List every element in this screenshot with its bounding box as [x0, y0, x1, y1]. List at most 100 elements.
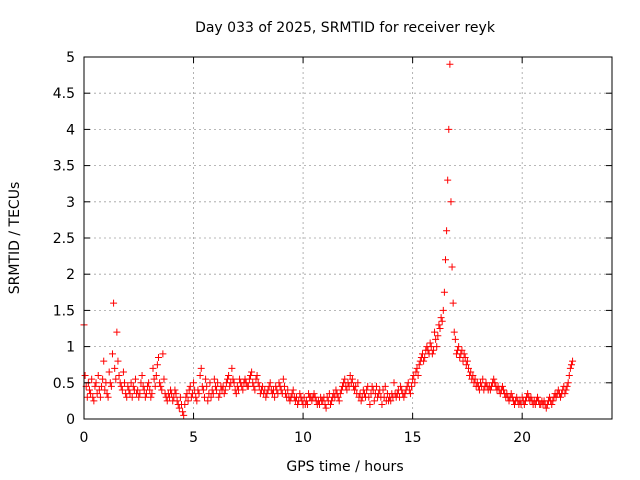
data-point [226, 382, 234, 390]
data-point [156, 379, 164, 387]
data-point [90, 397, 98, 405]
data-point [214, 379, 222, 387]
data-point [173, 397, 181, 405]
data-point [431, 328, 439, 336]
data-point [135, 393, 143, 401]
data-point [565, 372, 573, 380]
data-point [103, 390, 111, 398]
data-point [343, 386, 351, 394]
data-point [443, 227, 451, 235]
data-point [563, 382, 571, 390]
data-point [428, 350, 436, 358]
data-point [549, 397, 557, 405]
data-point [534, 393, 542, 401]
data-point [242, 379, 250, 387]
data-point [387, 397, 395, 405]
data-point [228, 364, 236, 372]
data-point [369, 386, 377, 394]
y-tick-label: 3 [66, 195, 75, 211]
y-tick-labels: 0 0.5 1 1.5 2 2.5 3 3.5 4 4.5 5 [53, 50, 75, 428]
data-point [209, 390, 217, 398]
data-point [121, 379, 129, 387]
data-point [370, 397, 378, 405]
data-point [134, 386, 142, 394]
data-point [366, 401, 374, 409]
data-point [89, 393, 97, 401]
data-point [184, 397, 192, 405]
x-tick-label: 10 [294, 430, 312, 446]
data-point [126, 390, 134, 398]
data-point [564, 379, 572, 387]
data-point [204, 397, 212, 405]
y-tick-label: 2.5 [53, 231, 75, 247]
data-point [152, 372, 160, 380]
x-tick-label: 15 [404, 430, 422, 446]
data-point [138, 372, 146, 380]
data-point [328, 397, 336, 405]
grid-lines [84, 57, 612, 419]
data-point [225, 372, 233, 380]
data-point [145, 379, 153, 387]
data-point [101, 386, 109, 394]
data-point [404, 379, 412, 387]
data-point [288, 390, 296, 398]
data-point [207, 393, 215, 401]
data-point [150, 375, 158, 383]
data-point [569, 357, 577, 365]
data-point [114, 357, 122, 365]
data-point [179, 408, 187, 416]
data-point [110, 299, 118, 307]
data-point [172, 390, 180, 398]
data-point [265, 382, 273, 390]
data-point [397, 382, 405, 390]
data-point [440, 288, 448, 296]
data-point [336, 390, 344, 398]
data-point [232, 390, 240, 398]
data-point [351, 386, 359, 394]
data-point [448, 263, 456, 271]
data-point [348, 375, 356, 383]
data-point [429, 346, 437, 354]
data-point [296, 390, 304, 398]
data-point [144, 382, 152, 390]
data-point [432, 335, 440, 343]
data-points [80, 60, 577, 419]
data-point [486, 386, 494, 394]
data-point [360, 390, 368, 398]
data-point [259, 382, 267, 390]
data-point [326, 401, 334, 409]
data-point [375, 390, 383, 398]
data-point [87, 390, 95, 398]
data-point [498, 382, 506, 390]
data-point [275, 379, 283, 387]
data-point [439, 306, 447, 314]
data-point [347, 379, 355, 387]
data-point [146, 386, 154, 394]
data-point [229, 375, 237, 383]
data-point [462, 361, 470, 369]
data-point [567, 361, 575, 369]
data-point [196, 372, 204, 380]
y-tick-label: 5 [66, 50, 75, 66]
data-point [413, 364, 421, 372]
data-point [446, 60, 454, 68]
data-point [206, 379, 214, 387]
data-point [436, 325, 444, 332]
data-point [415, 361, 423, 369]
data-point [200, 393, 208, 401]
data-point [180, 411, 188, 419]
data-point [421, 353, 429, 361]
data-point [106, 379, 114, 387]
data-point [461, 353, 469, 361]
data-point [252, 375, 260, 383]
data-point [335, 397, 343, 405]
data-point [434, 332, 442, 340]
data-point [247, 372, 255, 380]
data-point [378, 401, 386, 409]
data-point [444, 176, 452, 184]
data-point [131, 375, 139, 383]
data-point [129, 382, 137, 390]
data-point [137, 379, 145, 387]
data-point [379, 386, 387, 394]
data-point [271, 393, 279, 401]
